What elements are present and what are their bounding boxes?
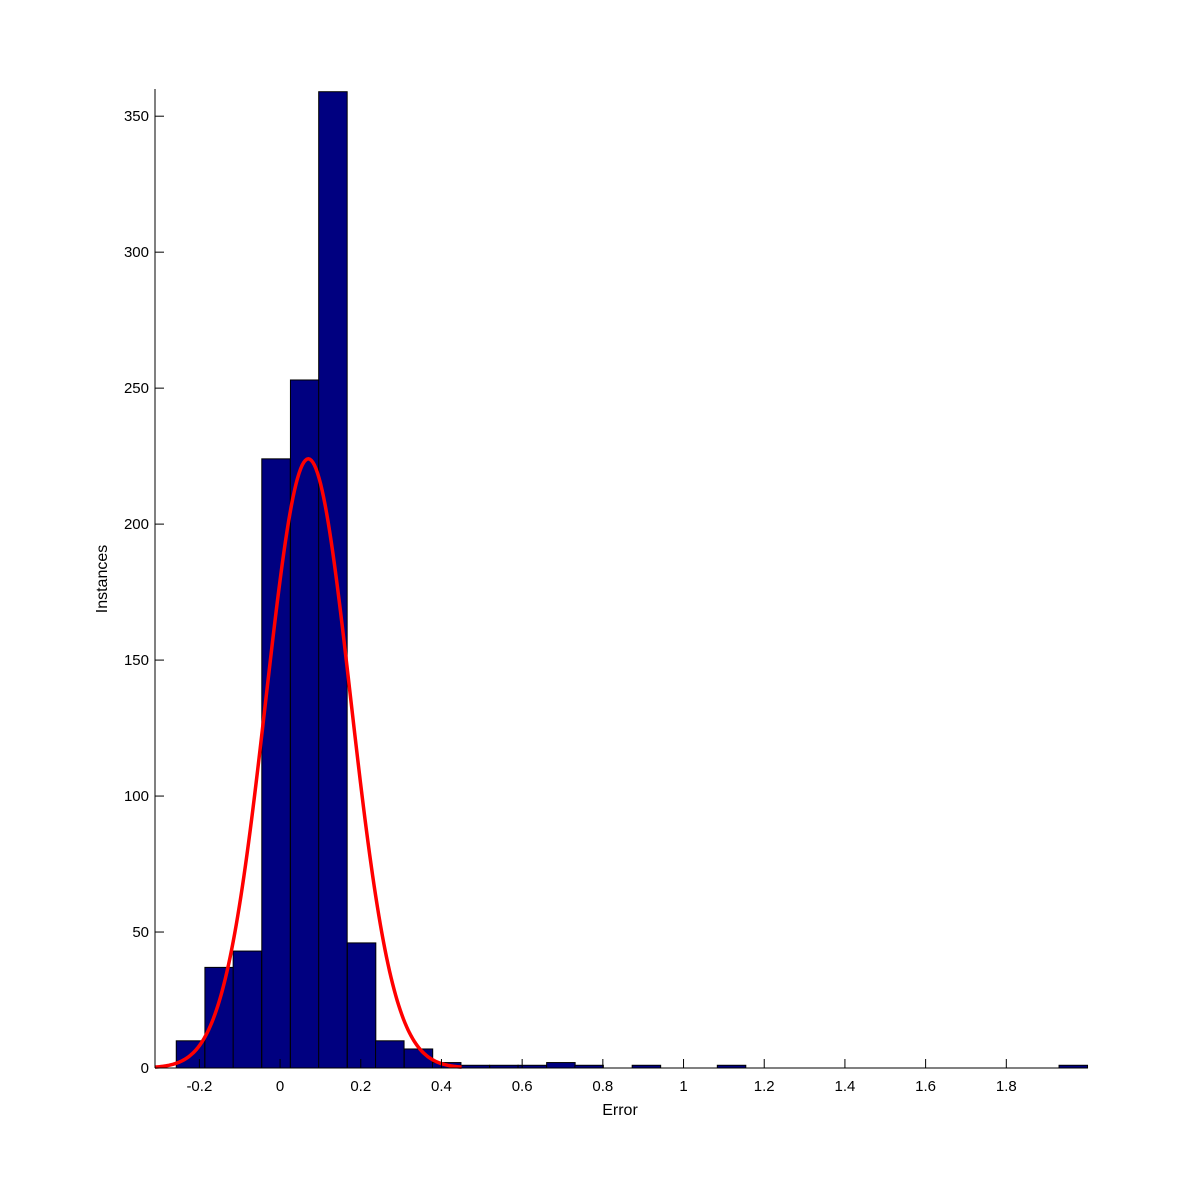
x-tick-label: 0.4 xyxy=(431,1078,452,1095)
histogram-bar xyxy=(318,91,348,1069)
histogram-bar xyxy=(232,950,263,1069)
y-tick-label: 50 xyxy=(132,924,149,941)
x-tick-label: 0.8 xyxy=(592,1078,613,1095)
x-tick-label: -0.2 xyxy=(186,1078,212,1095)
x-tick-label: 1.4 xyxy=(834,1078,855,1095)
y-tick-label: 250 xyxy=(124,380,149,397)
x-tick-label: 1.6 xyxy=(915,1078,936,1095)
y-tick-label: 0 xyxy=(141,1060,149,1077)
histogram-bar xyxy=(375,1040,405,1069)
y-tick-label: 150 xyxy=(124,652,149,669)
histogram-bar xyxy=(261,458,291,1069)
x-tick-label: 0.6 xyxy=(512,1078,533,1095)
y-axis-label: Instances xyxy=(94,545,111,613)
y-tick-label: 100 xyxy=(124,788,149,805)
y-tick-label: 350 xyxy=(124,108,149,125)
histogram-bar xyxy=(346,942,377,1069)
x-axis-label: Error xyxy=(602,1102,638,1119)
axes: -0.2 0 0.2 0.4 0.6 0.8 1 1.2 1.4 1.6 1.8 0 50 100 150 2… xyxy=(124,89,1087,1095)
y-tick-label: 200 xyxy=(124,516,149,533)
x-tick-label: 0 xyxy=(276,1078,284,1095)
histogram-bar xyxy=(204,966,234,1069)
x-tick-label: 0.2 xyxy=(350,1078,371,1095)
x-tick-label: 1.2 xyxy=(754,1078,775,1095)
histogram-bars xyxy=(175,91,1089,1069)
x-tick-label: 1 xyxy=(679,1078,687,1095)
y-tick-label: 300 xyxy=(124,244,149,261)
x-tick-label: 1.8 xyxy=(996,1078,1017,1095)
normal-fit-curve xyxy=(154,457,462,1069)
histogram-bar xyxy=(546,1062,576,1069)
